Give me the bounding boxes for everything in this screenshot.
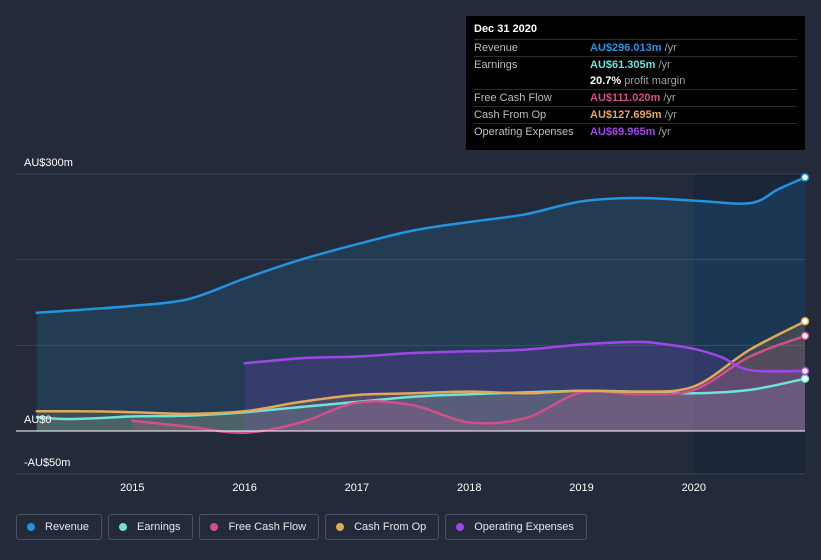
tooltip-value: AU$111.020m — [590, 92, 661, 104]
tooltip-unit: /yr — [664, 42, 677, 54]
endpoint-earnings — [800, 374, 810, 383]
tooltip-label: Cash From Op — [474, 109, 547, 121]
legend-label: Earnings — [137, 521, 181, 533]
x-tick-label: 2019 — [569, 482, 593, 494]
tooltip-value: AU$69.965m — [590, 126, 656, 138]
tooltip-row-cash-from-op: Cash From Op AU$127.695m /yr — [474, 106, 797, 123]
line-cash-from-op — [35, 320, 807, 416]
financials-chart: AU$300m AU$0 -AU$50m 2015 2016 2017 2018 201… — [16, 157, 810, 494]
line-earnings — [35, 377, 807, 421]
line-revenue — [35, 176, 807, 315]
tooltip-value: AU$61.305m — [590, 59, 656, 71]
series-lines — [35, 176, 807, 434]
legend-label: Revenue — [45, 521, 90, 533]
legend-item-revenue[interactable]: Revenue — [16, 514, 103, 540]
x-tick-label: 2018 — [457, 482, 481, 494]
y-tick-label-top: AU$300m — [24, 157, 73, 169]
legend-label: Operating Expenses — [474, 521, 574, 533]
legend-dot-icon — [27, 523, 35, 531]
legend-dot-icon — [456, 523, 465, 531]
legend-dot-icon — [119, 523, 128, 531]
tooltip-unit: /yr — [664, 109, 677, 121]
tooltip-row-profit-margin: 20.7% profit margin — [474, 73, 797, 89]
tooltip-panel: Dec 31 2020 Revenue AU$296.013m /yr Earn… — [466, 16, 805, 150]
legend-item-earnings[interactable]: Earnings — [108, 514, 194, 540]
legend-dot-icon — [336, 523, 345, 531]
x-tick-label: 2017 — [345, 482, 369, 494]
tooltip-label: Revenue — [474, 42, 519, 54]
legend-item-free-cash-flow[interactable]: Free Cash Flow — [199, 514, 320, 540]
tooltip-unit: profit margin — [624, 75, 686, 87]
tooltip-value: 20.7% — [590, 75, 622, 87]
area-cash-from-op — [36, 321, 806, 431]
line-operating-expenses — [243, 340, 807, 373]
legend-label: Free Cash Flow — [228, 521, 307, 533]
tooltip-date: Dec 31 2020 — [474, 23, 537, 35]
tooltip-unit: /yr — [658, 59, 671, 71]
y-tick-label-zero: AU$0 — [24, 414, 52, 426]
area-revenue — [36, 177, 806, 431]
line-free-cash-flow — [131, 334, 807, 434]
tooltip-row-revenue: Revenue AU$296.013m /yr — [474, 39, 797, 56]
tooltip-value: AU$296.013m — [590, 42, 662, 54]
endpoint-operating-expenses — [800, 366, 810, 376]
tooltip-unit: /yr — [658, 126, 671, 138]
tooltip-label — [474, 73, 590, 89]
tooltip-row-earnings: Earnings AU$61.305m /yr — [474, 56, 797, 73]
y-tick-label-bottom: -AU$50m — [24, 457, 70, 469]
x-tick-labels: 2015 2016 2017 2018 2019 2020 — [120, 482, 706, 494]
area-free-cash-flow — [132, 335, 806, 433]
tooltip-label: Earnings — [474, 59, 518, 71]
legend-item-operating-expenses[interactable]: Operating Expenses — [445, 514, 587, 540]
endpoint-revenue — [800, 173, 810, 182]
tooltip-label: Operating Expenses — [474, 126, 574, 138]
forecast-shade — [693, 174, 805, 474]
tooltip-label: Free Cash Flow — [474, 92, 552, 104]
chart-legend: Revenue Earnings Free Cash Flow Cash Fro… — [16, 514, 587, 540]
endpoint-free-cash-flow — [800, 331, 810, 341]
x-tick-label: 2016 — [232, 482, 256, 494]
tooltip-row-operating-expenses: Operating Expenses AU$69.965m /yr — [474, 123, 797, 140]
legend-label: Cash From Op — [354, 521, 427, 533]
tooltip-row-free-cash-flow: Free Cash Flow AU$111.020m /yr — [474, 89, 797, 106]
series-endpoints — [800, 173, 810, 383]
tooltip-unit: /yr — [663, 92, 676, 104]
tooltip-value: AU$127.695m — [590, 109, 662, 121]
endpoint-cash-from-op — [800, 317, 810, 326]
legend-dot-icon — [210, 523, 219, 531]
x-tick-label: 2020 — [682, 482, 706, 494]
legend-item-cash-from-op[interactable]: Cash From Op — [325, 514, 440, 540]
x-tick-label: 2015 — [120, 482, 144, 494]
area-operating-expenses — [244, 341, 806, 431]
